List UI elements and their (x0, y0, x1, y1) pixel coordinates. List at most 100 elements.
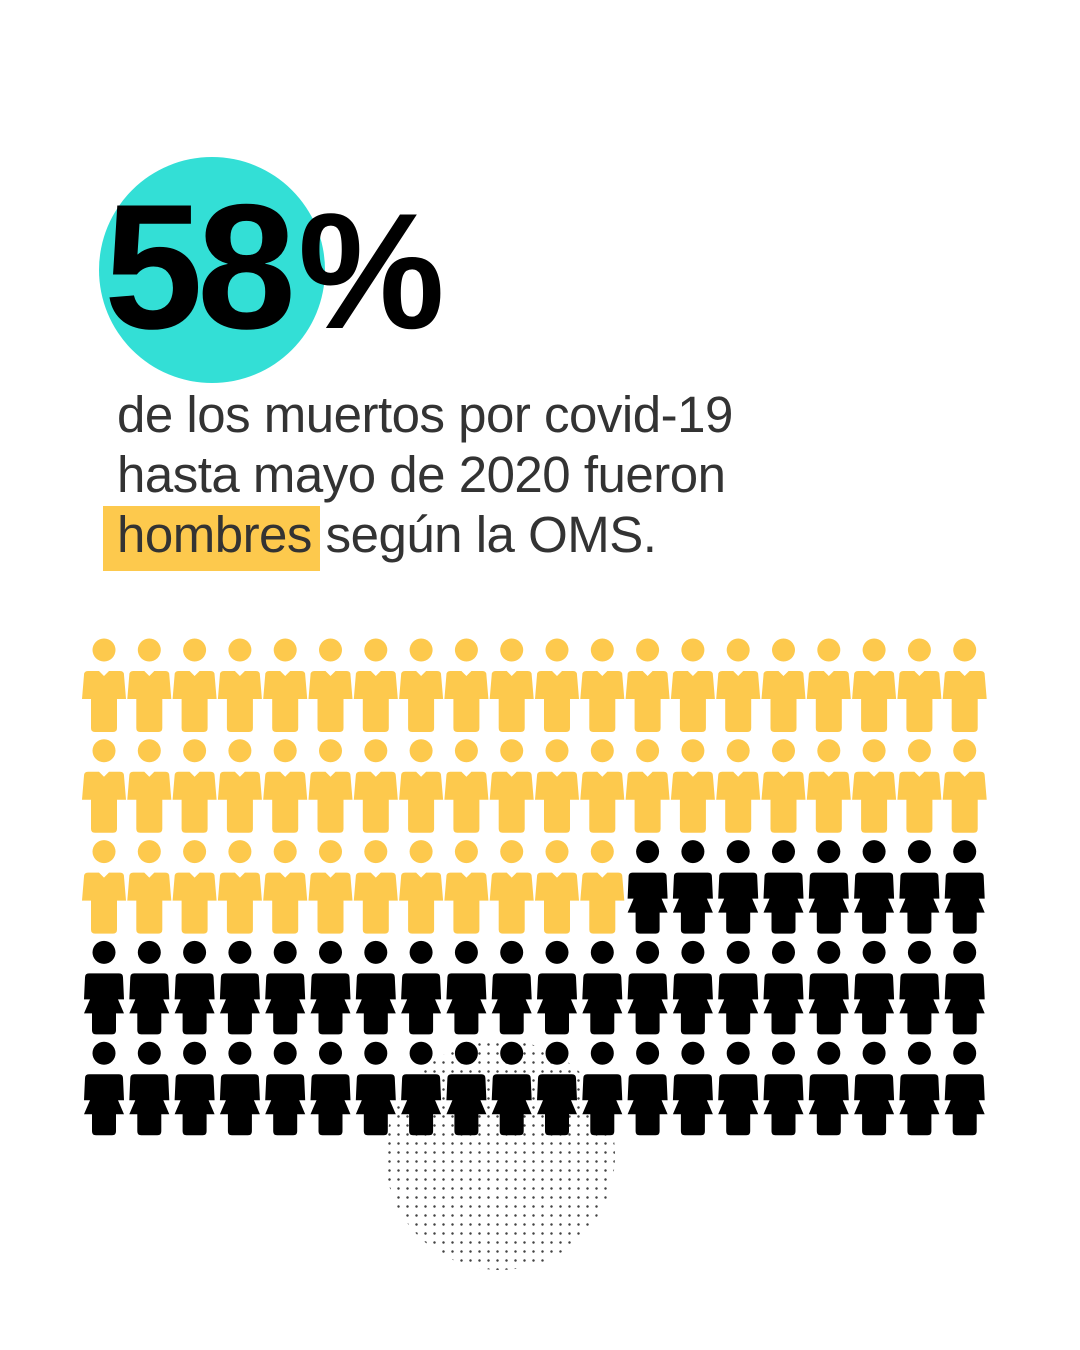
man-icon (127, 739, 172, 833)
man-icon (625, 638, 670, 732)
woman-icon (446, 1041, 487, 1136)
description-line-3-rest: según la OMS. (311, 506, 657, 563)
woman-icon (763, 840, 804, 934)
woman-icon (899, 840, 940, 934)
man-icon (353, 739, 398, 833)
woman-icon (84, 1041, 124, 1136)
man-icon (852, 739, 897, 833)
woman-icon (763, 940, 804, 1035)
man-icon (806, 739, 851, 833)
man-icon (172, 638, 217, 732)
man-icon (852, 638, 897, 732)
man-icon (535, 840, 579, 934)
man-icon (580, 739, 625, 833)
man-icon (82, 840, 126, 934)
man-icon (580, 638, 625, 732)
man-icon (444, 739, 489, 833)
man-icon (942, 638, 987, 732)
woman-icon (808, 940, 849, 1035)
woman-icon (808, 840, 849, 934)
woman-icon (718, 1041, 759, 1136)
percent-sign: % (298, 179, 445, 363)
man-icon (942, 739, 987, 833)
man-icon (399, 840, 444, 934)
woman-icon (944, 1041, 985, 1136)
man-icon (670, 638, 715, 732)
man-icon (535, 739, 579, 833)
woman-icon (627, 1041, 668, 1136)
description-line-2: hasta mayo de 2020 fueron (117, 446, 726, 503)
man-icon (489, 638, 534, 732)
man-icon (806, 638, 851, 732)
woman-icon (265, 1041, 306, 1136)
woman-icon (537, 1041, 577, 1136)
woman-icon (355, 940, 396, 1035)
woman-icon (808, 1041, 849, 1136)
man-icon (897, 638, 942, 732)
woman-icon (582, 1041, 623, 1136)
woman-icon (763, 1041, 804, 1136)
man-icon (263, 739, 308, 833)
description-line-1: de los muertos por covid-19 (117, 386, 733, 443)
man-icon (489, 840, 534, 934)
woman-icon (129, 940, 170, 1035)
man-icon (353, 840, 398, 934)
woman-icon (854, 940, 895, 1035)
man-icon (444, 840, 489, 934)
woman-icon (944, 840, 985, 934)
man-icon (217, 840, 262, 934)
man-icon (217, 638, 262, 732)
man-icon (716, 638, 761, 732)
woman-icon (672, 1041, 713, 1136)
man-icon (444, 638, 489, 732)
woman-icon (219, 940, 260, 1035)
woman-icon (129, 1041, 170, 1136)
headline-percentage: 58% (104, 178, 445, 356)
man-icon (82, 739, 126, 833)
man-icon (217, 739, 262, 833)
woman-icon (627, 840, 668, 934)
man-icon (670, 739, 715, 833)
woman-icon (582, 940, 623, 1035)
woman-icon (718, 940, 759, 1035)
man-icon (353, 638, 398, 732)
woman-icon (627, 940, 668, 1035)
man-icon (82, 638, 126, 732)
man-icon (535, 638, 579, 732)
woman-icon (401, 940, 442, 1035)
woman-icon (310, 940, 351, 1035)
woman-icon (310, 1041, 351, 1136)
woman-icon (491, 1041, 532, 1136)
woman-icon (355, 1041, 396, 1136)
woman-icon (84, 940, 124, 1035)
woman-icon (672, 840, 713, 934)
woman-icon (265, 940, 306, 1035)
man-icon (761, 638, 806, 732)
man-icon (761, 739, 806, 833)
man-icon (580, 840, 625, 934)
man-icon (399, 638, 444, 732)
man-icon (716, 739, 761, 833)
man-icon (489, 739, 534, 833)
man-icon (308, 840, 353, 934)
woman-icon (854, 840, 895, 934)
description: de los muertos por covid-19 hasta mayo d… (117, 385, 733, 565)
man-icon (625, 739, 670, 833)
woman-icon (944, 940, 985, 1035)
man-icon (172, 840, 217, 934)
woman-icon (537, 940, 577, 1035)
woman-icon (899, 1041, 940, 1136)
man-icon (897, 739, 942, 833)
woman-icon (401, 1041, 442, 1136)
man-icon (399, 739, 444, 833)
headline-number: 58 (104, 167, 296, 366)
man-icon (263, 638, 308, 732)
woman-icon (854, 1041, 895, 1136)
woman-icon (174, 940, 215, 1035)
man-icon (308, 739, 353, 833)
man-icon (263, 840, 308, 934)
teal-circle (99, 157, 325, 383)
woman-icon (672, 940, 713, 1035)
